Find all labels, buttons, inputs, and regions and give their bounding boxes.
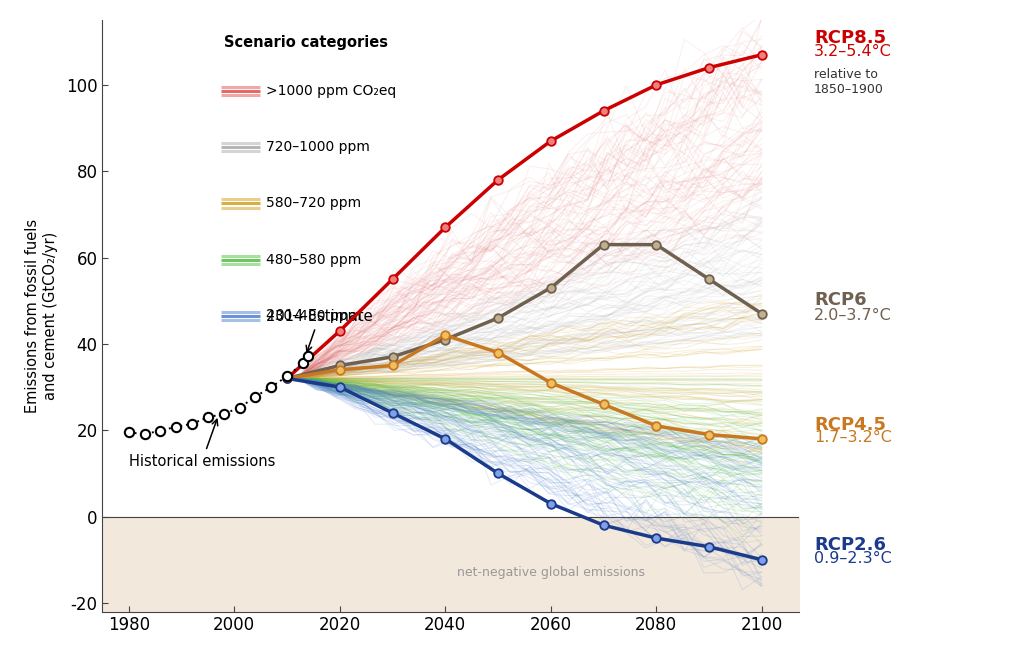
- Point: [300, 351, 316, 362]
- Point: [332, 382, 348, 392]
- Text: relative to
1850–1900: relative to 1850–1900: [814, 68, 884, 95]
- Point: [332, 364, 348, 375]
- Point: [384, 351, 400, 362]
- Point: [489, 347, 506, 358]
- Text: >1000 ppm CO₂eq: >1000 ppm CO₂eq: [266, 84, 396, 98]
- Point: [332, 360, 348, 371]
- Point: [279, 373, 295, 384]
- Point: [543, 498, 559, 509]
- Point: [231, 403, 248, 413]
- Point: [279, 373, 295, 384]
- Text: Scenario categories: Scenario categories: [224, 35, 388, 50]
- Point: [184, 419, 201, 429]
- Point: [263, 382, 280, 392]
- Point: [489, 312, 506, 323]
- Point: [700, 274, 717, 284]
- Point: [754, 49, 770, 60]
- Text: 0.9–2.3°C: 0.9–2.3°C: [814, 551, 892, 566]
- Point: [489, 468, 506, 478]
- Text: net-negative global emissions: net-negative global emissions: [457, 566, 645, 579]
- Point: [215, 409, 231, 419]
- Text: 2.0–3.7°C: 2.0–3.7°C: [814, 308, 892, 323]
- Text: 3.2–5.4°C: 3.2–5.4°C: [814, 44, 892, 59]
- Point: [543, 378, 559, 388]
- Point: [700, 429, 717, 440]
- Point: [384, 274, 400, 284]
- Point: [121, 427, 137, 437]
- Point: [279, 373, 295, 384]
- Point: [279, 373, 295, 384]
- Point: [700, 542, 717, 552]
- Point: [754, 554, 770, 565]
- Point: [153, 425, 169, 436]
- Text: RCP4.5: RCP4.5: [814, 417, 886, 434]
- Point: [384, 360, 400, 371]
- Point: [437, 330, 454, 341]
- Point: [168, 421, 184, 432]
- Point: [332, 325, 348, 336]
- Point: [437, 334, 454, 345]
- Point: [200, 412, 216, 423]
- Text: RCP8.5: RCP8.5: [814, 29, 886, 47]
- Point: [754, 308, 770, 319]
- Text: Historical emissions: Historical emissions: [129, 419, 275, 469]
- Point: [247, 391, 263, 402]
- Text: 430–480 ppm: 430–480 ppm: [266, 309, 361, 323]
- Point: [489, 175, 506, 185]
- Point: [648, 239, 665, 250]
- Text: RCP2.6: RCP2.6: [814, 536, 886, 554]
- Text: RCP6: RCP6: [814, 291, 866, 309]
- Text: 480–580 ppm: 480–580 ppm: [266, 253, 361, 267]
- Point: [595, 399, 611, 410]
- Point: [295, 358, 311, 369]
- Point: [648, 79, 665, 90]
- Point: [595, 520, 611, 531]
- Point: [279, 371, 295, 382]
- Point: [437, 222, 454, 233]
- Point: [543, 282, 559, 293]
- Text: 2014 Estimate: 2014 Estimate: [266, 310, 373, 351]
- Y-axis label: Emissions from fossil fuels
and cement (GtCO₂/yr): Emissions from fossil fuels and cement (…: [26, 219, 57, 413]
- Text: 580–720 ppm: 580–720 ppm: [266, 196, 361, 210]
- Point: [754, 433, 770, 444]
- Point: [595, 239, 611, 250]
- Point: [384, 408, 400, 419]
- Point: [595, 106, 611, 116]
- Text: 720–1000 ppm: 720–1000 ppm: [266, 140, 370, 155]
- Point: [437, 433, 454, 444]
- Point: [648, 533, 665, 544]
- Point: [543, 136, 559, 146]
- Point: [648, 421, 665, 431]
- Point: [136, 429, 153, 439]
- Point: [700, 62, 717, 73]
- Text: 1.7–3.2°C: 1.7–3.2°C: [814, 430, 892, 445]
